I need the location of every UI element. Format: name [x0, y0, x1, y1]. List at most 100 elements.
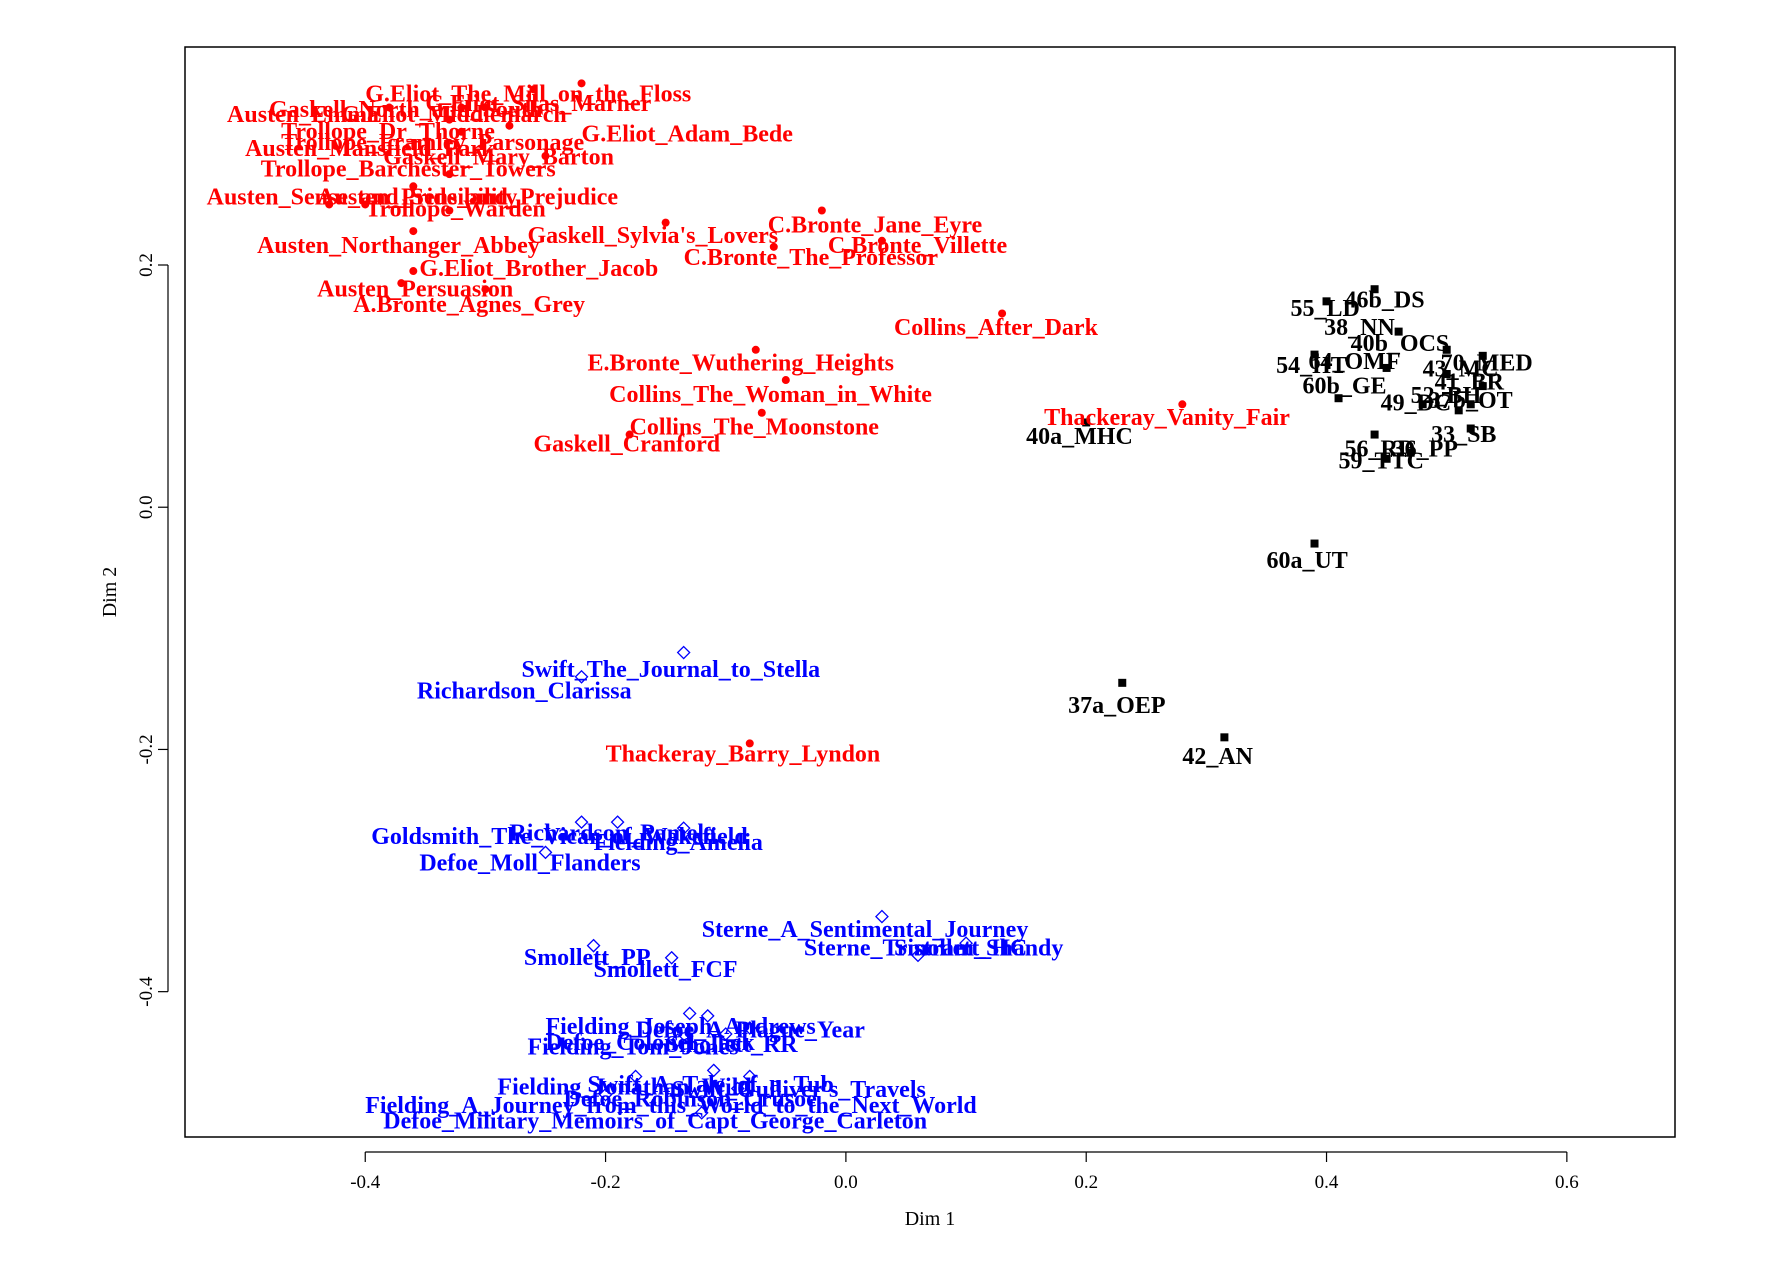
point-label: Gaskell_Cranford	[533, 432, 720, 458]
point-label: G.Eliot_Silas_Marner	[425, 91, 651, 117]
data-point	[1466, 400, 1475, 409]
data-point	[1082, 418, 1091, 427]
point-label: Richardson_Clarissa	[417, 679, 632, 705]
point-label: Austen_Emma	[227, 102, 379, 128]
x-tick-label: 0.6	[1555, 1172, 1579, 1193]
point-label: Gaskell_North_and_South	[269, 97, 542, 123]
data-point	[409, 182, 418, 191]
data-point	[877, 236, 886, 245]
point-label: Gaskell_Mary_Barton	[383, 144, 614, 170]
data-point	[781, 376, 790, 385]
point-label: Thackeray_Vanity_Fair	[1044, 405, 1290, 431]
point-label: 64_OMF	[1309, 349, 1401, 375]
data-point	[676, 821, 691, 836]
data-point	[538, 845, 553, 860]
data-point	[1382, 454, 1391, 463]
point-label: 38_NN	[1324, 315, 1395, 341]
point-label: Trollope_Dr_Thorne	[281, 119, 495, 145]
data-point	[481, 103, 490, 112]
point-label: Defoe_Military_Memoirs_of_Capt_George_Ca…	[383, 1109, 927, 1135]
point-label: G.Eliot_Adam_Bede	[582, 121, 794, 147]
data-point	[586, 938, 601, 953]
point-label: 49_DC	[1381, 390, 1452, 416]
data-point	[664, 950, 679, 965]
data-point	[541, 152, 550, 160]
point-label: Trollope_Barchester_Towers	[261, 157, 556, 183]
data-point	[529, 85, 538, 94]
data-point	[1370, 430, 1379, 439]
point-label: Austen_Persuasion	[317, 276, 513, 302]
data-labels: G.Eliot_The_Mill_on_the_FlossG.Eliot_Sil…	[207, 82, 1533, 1135]
point-label: G.Eliot_Brother_Jacob	[419, 256, 658, 282]
data-point	[1118, 678, 1127, 687]
point-label: 54_HT	[1276, 353, 1347, 379]
point-label: Austen_Northanger_Abbey	[257, 233, 540, 259]
point-label: Sterne_Tristram_Shandy	[804, 935, 1064, 961]
data-point	[694, 1105, 709, 1120]
point-label: Austen_Sense_and_Sensibility	[207, 184, 518, 210]
data-point	[1394, 327, 1403, 336]
data-point	[481, 285, 490, 294]
data-point	[628, 1069, 643, 1084]
point-label: Sterne_A_Sentimental_Journey	[702, 917, 1029, 943]
point-label: 60a_UT	[1266, 548, 1347, 574]
point-label: C.Bronte_Villette	[828, 233, 1008, 259]
data-point	[1454, 406, 1463, 415]
data-point	[1478, 351, 1487, 360]
data-point	[1370, 285, 1379, 294]
x-axis: -0.4 -0.2 0.0 0.2 0.4 0.6	[350, 1151, 1579, 1193]
point-label: 70_MED	[1441, 350, 1533, 376]
point-label: Fielding_Tom_Jones	[527, 1035, 738, 1061]
data-point	[574, 669, 589, 684]
point-label: Defoe_Robinson_Crusoe	[564, 1087, 818, 1113]
point-label: E.Bronte_Wuthering_Heights	[588, 350, 894, 376]
point-label: G.Eliot_Middlemarch	[341, 102, 567, 128]
data-point	[1310, 539, 1319, 548]
data-point	[769, 242, 778, 251]
data-point	[661, 218, 670, 227]
data-point	[1382, 363, 1391, 372]
point-label: Fielding_A_Journey_from_this_World_to_th…	[365, 1093, 977, 1119]
point-label: Fielding_Jonathan_Wild	[497, 1075, 752, 1101]
x-tick-label: 0.4	[1315, 1172, 1339, 1193]
point-label: Collins_The_Woman_in_White	[609, 382, 932, 408]
data-point	[445, 115, 454, 124]
y-axis-title: Dim 2	[99, 567, 121, 618]
x-tick-label: 0.2	[1074, 1172, 1098, 1193]
data-point	[625, 430, 634, 439]
x-tick-label: -0.4	[350, 1172, 381, 1193]
data-point	[1178, 400, 1187, 409]
data-point	[742, 1069, 757, 1084]
data-point	[577, 79, 586, 88]
point-label: Austen_Pride_and_Prejudice	[317, 184, 618, 210]
data-point	[670, 1033, 685, 1048]
point-label: Fielding_Joseph_Andrews	[545, 1014, 815, 1040]
point-label: 42_AN	[1182, 744, 1253, 770]
point-label: Swift_The_Journal_to_Stella	[521, 657, 820, 683]
point-label: Swift_Gulliver's_Travels	[672, 1077, 926, 1103]
data-point	[745, 739, 754, 748]
point-label: Smollett_FCF	[594, 957, 738, 983]
point-label: 46b_DS	[1345, 287, 1425, 313]
point-label: Austen_Mansfield_Park	[245, 136, 495, 162]
data-point	[1322, 297, 1331, 306]
point-label: 40b_OCS	[1351, 331, 1450, 357]
point-label: 43_MC	[1423, 356, 1499, 382]
point-label: 40a_MHC	[1026, 424, 1133, 450]
data-point	[610, 815, 625, 830]
point-label: Defoe_A_Plague_Year	[636, 1018, 866, 1044]
point-label: Defoe_Colonel_Jack	[545, 1030, 755, 1056]
point-label: 56_RD	[1345, 436, 1416, 462]
x-axis-title: Dim 1	[905, 1208, 956, 1230]
data-point	[751, 345, 760, 354]
point-label: 41_BR	[1435, 370, 1505, 396]
point-label: 36_PP	[1393, 436, 1458, 462]
data-point	[742, 1021, 757, 1035]
point-label: A.Bronte_Agnes_Grey	[353, 292, 585, 318]
point-label: Swift_A_Tale_of_a_Tub	[588, 1072, 834, 1098]
data-point	[457, 103, 466, 112]
data-point	[409, 267, 418, 276]
point-label: 55_LD	[1290, 296, 1359, 322]
data-point	[700, 1008, 715, 1023]
